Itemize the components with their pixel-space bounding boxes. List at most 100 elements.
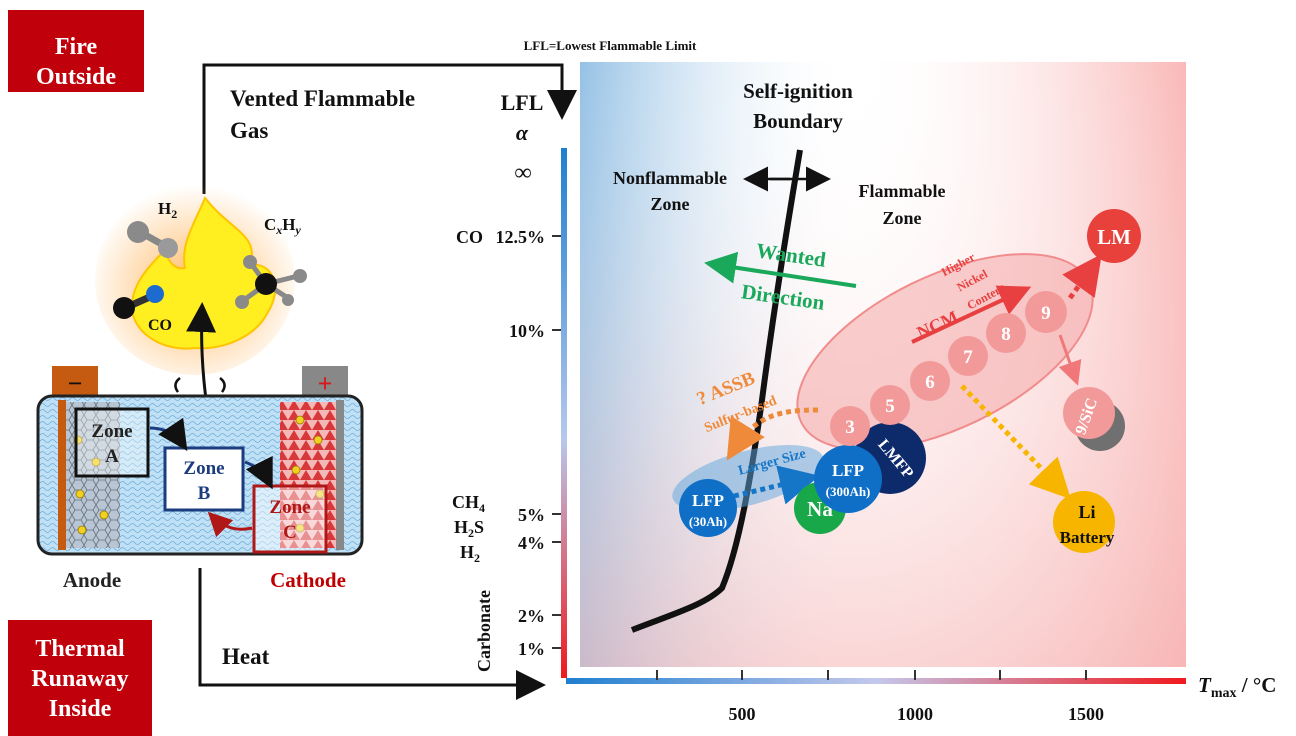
gas-carbonate-label: Carbonate	[474, 590, 494, 672]
heat-line	[198, 568, 546, 700]
point-ncm-3-label: 3	[845, 417, 855, 438]
x-tick-1500: 1500	[1068, 704, 1104, 724]
point-ncm-3	[830, 406, 870, 446]
y-axis-bar	[561, 148, 567, 678]
vented-gas-line1: Vented Flammable	[230, 86, 415, 111]
boundary-title-line1: Self-ignition	[743, 79, 853, 103]
ncm-arrow	[911, 285, 1032, 344]
point-li-battery	[1053, 491, 1115, 553]
point-ncm-9-label: 9	[1041, 303, 1051, 324]
ncm-to-li-arrow	[960, 384, 1071, 500]
thermal-runaway-box: Thermal Runaway Inside	[8, 620, 152, 736]
gas-co-label: CO	[456, 227, 483, 247]
point-lm-label: LM	[1097, 225, 1131, 249]
point-ncm-8-label: 8	[1001, 324, 1011, 345]
thermal-runaway-line3: Inside	[48, 696, 112, 722]
zone-b-box	[163, 446, 245, 512]
co-molecule-icon	[113, 285, 164, 319]
point-lfp-30ah-label: LFP	[692, 491, 724, 510]
wanted-direction-arrow	[704, 251, 857, 288]
thermal-runaway-line2: Runaway	[31, 666, 129, 692]
cathode-terminal	[302, 366, 348, 400]
vented-gas-line2: Gas	[230, 118, 268, 143]
boundary-title-line2: Boundary	[753, 109, 843, 133]
cathode-label: Cathode	[270, 568, 346, 592]
anode-terminal	[52, 366, 98, 400]
zone-b-line2: B	[198, 483, 211, 504]
point-ncm-7-label: 7	[963, 347, 973, 368]
separator-left	[174, 377, 181, 393]
zone-a-to-b-arrow	[149, 417, 188, 451]
lithium-ions	[73, 415, 325, 535]
heat-label: Heat	[222, 644, 270, 669]
y-tick-1: 1%	[518, 639, 545, 659]
h2-label: H2	[158, 199, 177, 221]
zone-b-to-c-arrow	[244, 455, 273, 490]
nickel-to-lm-arrow	[1062, 253, 1102, 300]
zone-b-line1: Zone	[183, 458, 224, 479]
anode-current-collector	[58, 400, 66, 550]
y-tick-10: 10%	[509, 321, 545, 341]
gas-ch4-label: CH4	[452, 492, 485, 515]
lfp-size-arrow	[733, 465, 820, 505]
co-label: CO	[148, 317, 172, 334]
y-tick-4: 4%	[518, 533, 545, 553]
point-ncm-5	[870, 385, 910, 425]
cathode-terminal-plus: +	[318, 369, 333, 398]
x-tick-1000: 1000	[897, 704, 933, 724]
nonflammable-line2: Zone	[650, 194, 689, 214]
x-tick-500: 500	[729, 704, 756, 724]
point-lfp-300ah	[814, 445, 882, 513]
point-ncm-9	[1025, 291, 1067, 333]
x-axis-title: Tmax / °C	[1198, 673, 1276, 701]
lfl-note: LFL=Lowest Flammable Limit	[524, 38, 697, 53]
zone-a-line1: Zone	[91, 421, 132, 442]
x-ticks	[656, 670, 1087, 680]
h2-molecule-icon	[127, 221, 178, 258]
zone-c-box	[252, 484, 328, 554]
y-ticks	[552, 235, 561, 649]
points-layer: LFP (30Ah) Na LMFP LFP (300Ah) 3 5 6 7 8…	[679, 209, 1141, 553]
x-axis-bar	[566, 678, 1186, 684]
point-lfp-30ah	[679, 479, 737, 537]
flammable-line2: Zone	[882, 208, 921, 228]
point-lfp-300ah-label: LFP	[832, 461, 864, 480]
nickel-to-sic-arrow	[1058, 334, 1082, 386]
y-tick-12-5: 12.5%	[496, 227, 546, 247]
point-lfp-300ah-sub: (300Ah)	[826, 484, 871, 499]
point-ncm-9-sic	[1063, 387, 1115, 439]
zone-c-line2: C	[283, 522, 297, 543]
zone-c-line1: Zone	[269, 497, 310, 518]
anode-label: Anode	[63, 568, 121, 592]
anode-terminal-minus: −	[68, 369, 83, 398]
point-ncm-8	[986, 313, 1026, 353]
gas-h2s-label: H2S	[454, 517, 484, 540]
separator-right	[219, 377, 226, 393]
zone-c-to-b-arrow	[207, 511, 253, 538]
point-ncm-6	[910, 361, 950, 401]
gas-h2-label: H2	[460, 542, 480, 565]
y-axis-title-alpha: α	[516, 120, 529, 145]
zone-a-box	[74, 407, 150, 478]
point-li-battery-sub: Battery	[1060, 528, 1115, 547]
cathode-current-collector	[336, 400, 344, 550]
point-ncm-6-label: 6	[925, 372, 935, 393]
flammable-line1: Flammable	[859, 181, 946, 201]
y-tick-infinity: ∞	[514, 160, 531, 186]
zone-a-line2: A	[105, 446, 119, 467]
nonflammable-line1: Nonflammable	[613, 168, 727, 188]
point-ncm-7	[948, 336, 988, 376]
point-lfp-30ah-sub: (30Ah)	[689, 514, 727, 529]
vented-gas-line	[202, 63, 577, 194]
thermal-runaway-line1: Thermal	[35, 636, 125, 662]
cxhy-label: CxHy	[264, 215, 302, 237]
cxhy-molecule-icon	[235, 255, 307, 309]
fire-outside-line2: Outside	[35, 64, 116, 90]
y-axis-title-lfl: LFL	[501, 90, 544, 115]
point-ncm-5-label: 5	[885, 396, 895, 417]
fire-outside-box: Fire Outside	[8, 10, 144, 92]
point-li-battery-label: Li	[1078, 502, 1095, 522]
point-lm	[1087, 209, 1141, 263]
y-tick-2: 2%	[518, 606, 545, 626]
